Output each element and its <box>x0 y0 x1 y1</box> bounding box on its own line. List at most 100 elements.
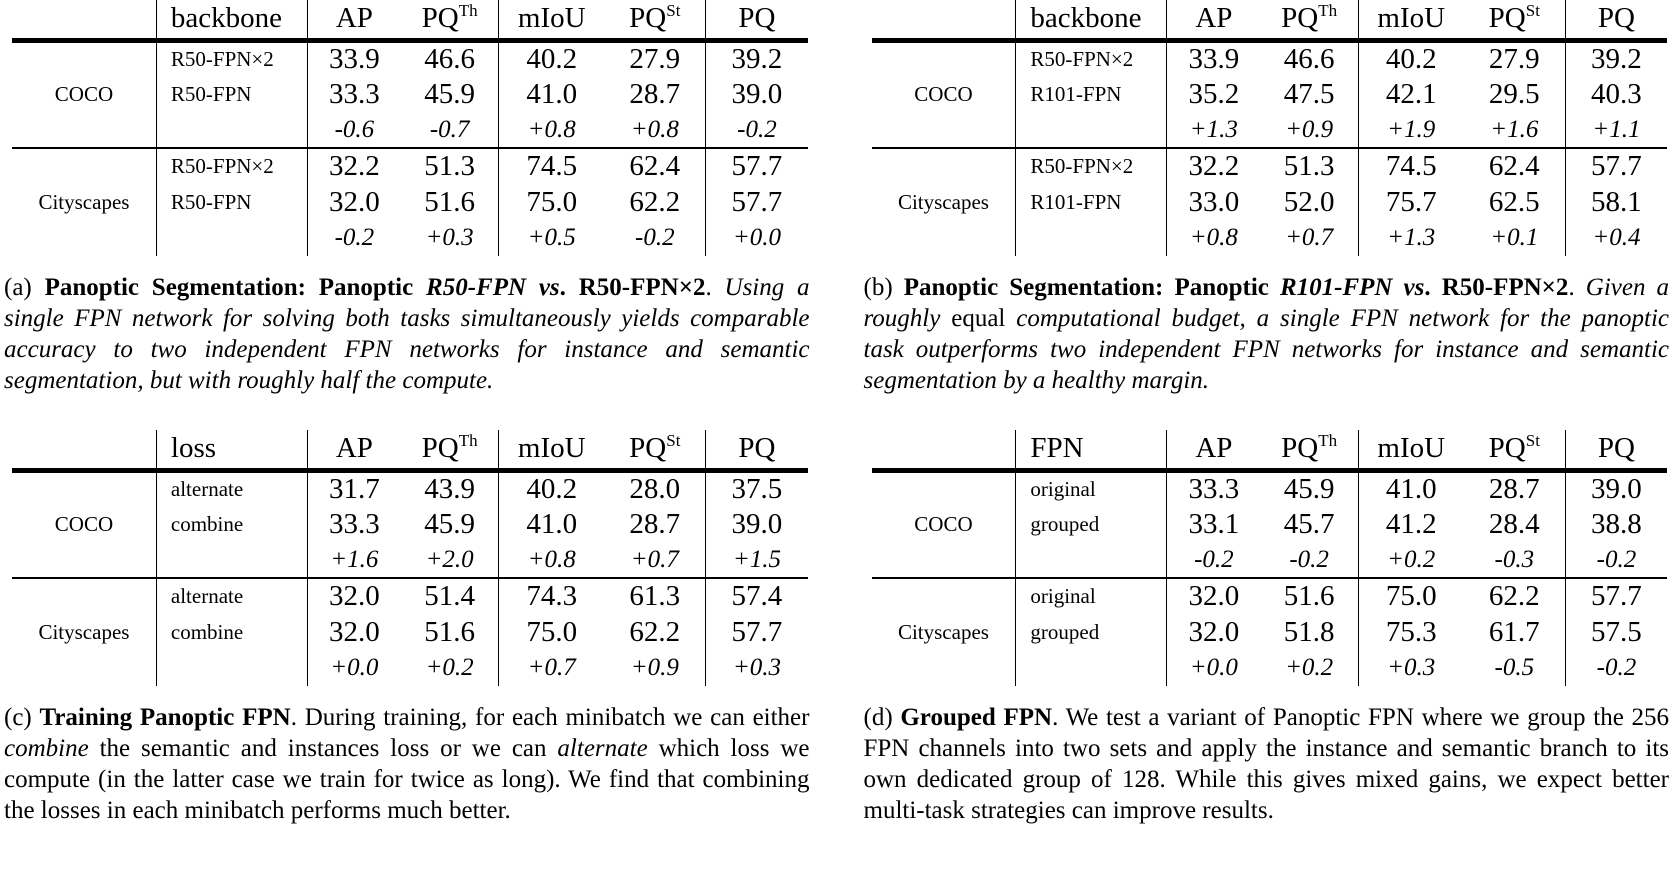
delta-value: +0.8 <box>1189 224 1238 251</box>
metric-value: 33.3 <box>328 507 380 540</box>
metric-header: mIoU <box>1358 430 1464 473</box>
metric-header: PQ <box>705 0 808 43</box>
delta-value: +0.1 <box>1463 220 1566 256</box>
delta-value: +1.6 <box>330 545 379 573</box>
table-row: Cityscapes original 32.0 51.6 75.0 62.2 57.7 <box>871 577 1667 686</box>
metric-name: PQ <box>629 432 667 465</box>
delta-value: -0.2 <box>334 224 375 251</box>
delta-value: +1.6 <box>1463 112 1566 148</box>
metric-value: 57.5 <box>1591 615 1642 648</box>
delta-value: -0.2 <box>737 115 777 143</box>
table-body: COCO R50-FPN×2 33.9 46.6 40.2 27.9 39.2 R50-FPN… <box>12 40 808 256</box>
metric-header: PQSt <box>1463 430 1566 473</box>
metric-value: 41.0 <box>526 507 578 540</box>
metric-value: 51.3 <box>1260 147 1359 184</box>
metric-value: 57.7 <box>1565 147 1667 184</box>
metric-name: AP <box>1195 432 1233 465</box>
caption-segment: the semantic and instances loss or we ca… <box>88 735 558 762</box>
row-label: R50-FPN×2 <box>1015 147 1168 184</box>
delta-value: +0.8 <box>527 115 576 143</box>
row-label: alternate <box>156 470 308 506</box>
delta-value: -0.5 <box>1463 650 1566 686</box>
delta-value: +0.3 <box>401 220 500 256</box>
metric-value: 75.3 <box>1385 615 1437 648</box>
metric-value: 40.2 <box>1385 42 1437 75</box>
row-label <box>156 650 308 686</box>
metric-header: PQTh <box>401 430 500 473</box>
row-label: combine <box>156 506 308 542</box>
table-row: COCO R50-FPN×2 33.9 46.6 40.2 27.9 39.2 <box>871 40 1668 148</box>
panel-caption: (d) Grouped FPN. We test a variant of Pa… <box>864 702 1670 826</box>
metric-name: PQ <box>1488 2 1526 35</box>
caption-segment: Panoptic Segmentation: Panoptic <box>903 274 1280 301</box>
metric-name: mIoU <box>1377 432 1446 465</box>
delta-value: -0.2 <box>1194 545 1234 573</box>
dataset-label: Cityscapes <box>12 577 157 686</box>
subcolumn-header: loss <box>156 430 308 473</box>
table-head: FPN AP PQTh mIoU PQSt PQ <box>871 430 1667 473</box>
table-row: Cityscapes R50-FPN×2 32.2 51.3 74.5 62.4 57.7 <box>12 147 808 256</box>
metric-name: PQ <box>1597 2 1635 35</box>
metric-value: 75.0 <box>526 185 578 218</box>
metric-value: 32.0 <box>307 577 402 614</box>
row-label <box>1015 220 1168 256</box>
row-label <box>156 542 308 578</box>
dataset-label: COCO <box>871 470 1017 578</box>
caption-segment: Panoptic Segmentation: Panoptic <box>44 274 427 301</box>
row-label: alternate <box>156 577 308 614</box>
metric-value: 28.0 <box>604 470 707 506</box>
metric-value: 28.7 <box>604 506 707 542</box>
delta-value: +0.7 <box>527 654 576 681</box>
delta-value: +0.0 <box>1189 654 1238 681</box>
caption-segment: . During training, for each minibatch we… <box>290 704 810 731</box>
table-row: grouped 33.1 45.7 41.2 28.4 38.8 <box>872 506 1668 542</box>
row-label: R50-FPN <box>156 76 308 112</box>
metric-name: mIoU <box>1377 2 1446 35</box>
metric-header: mIoU <box>498 0 605 43</box>
metric-name: AP <box>1195 2 1233 35</box>
panel-b: backbone AP PQTh mIoU PQSt PQ COCO R50-FPN×2 33… <box>864 0 1669 396</box>
results-table: loss AP PQTh mIoU PQSt PQ COCO alternate 31.7 43… <box>12 430 808 686</box>
subcolumn-header: FPN <box>1015 430 1168 473</box>
metric-value: 27.9 <box>1463 40 1566 76</box>
subcolumn-header: backbone <box>156 0 308 43</box>
caption-segment: . <box>1424 274 1442 301</box>
table-row: COCO alternate 31.7 43.9 40.2 28.0 37.5 <box>12 470 808 578</box>
metric-value: 41.0 <box>526 77 578 110</box>
dataset-label: COCO <box>12 470 157 578</box>
metric-value: 39.0 <box>1591 472 1642 505</box>
delta-value: +0.2 <box>401 650 500 686</box>
metric-header: PQSt <box>604 430 707 473</box>
delta-value: +0.8 <box>604 112 707 148</box>
delta-value: +0.0 <box>732 224 781 251</box>
metric-value: 51.3 <box>401 147 500 184</box>
metric-name: PQ <box>738 2 776 35</box>
table-body: COCO alternate 31.7 43.9 40.2 28.0 37.5 combine… <box>12 470 808 686</box>
metric-value: 39.2 <box>1591 42 1642 75</box>
delta-value: +1.3 <box>1387 224 1436 251</box>
dataset-label: COCO <box>12 40 157 148</box>
metric-superscript: St <box>666 1 681 21</box>
row-label: original <box>1015 470 1168 506</box>
metric-value: 51.6 <box>1260 577 1359 614</box>
metric-value: 62.4 <box>604 147 707 184</box>
metric-header: PQSt <box>1463 0 1566 43</box>
metric-value: 61.7 <box>1463 614 1566 650</box>
delta-value: -0.3 <box>1463 542 1566 578</box>
delta-value: +0.5 <box>527 224 576 251</box>
metric-header: AP <box>307 430 402 473</box>
caption-segment: Using a single FPN network for solving b… <box>4 274 810 394</box>
metric-name: PQ <box>738 432 776 465</box>
metric-value: 45.9 <box>401 76 500 112</box>
metric-value: 62.2 <box>604 614 707 650</box>
metric-value: 51.4 <box>401 577 500 614</box>
metric-superscript: St <box>1525 1 1540 21</box>
delta-value: -0.2 <box>604 220 707 256</box>
caption-segment: Grouped FPN <box>900 704 1053 731</box>
metric-header: PQ <box>1565 430 1667 473</box>
row-label: combine <box>156 614 308 650</box>
dataset-label: Cityscapes <box>871 147 1017 256</box>
metric-value: 62.2 <box>604 184 707 220</box>
row-label <box>156 220 308 256</box>
metric-value: 32.0 <box>328 615 380 648</box>
